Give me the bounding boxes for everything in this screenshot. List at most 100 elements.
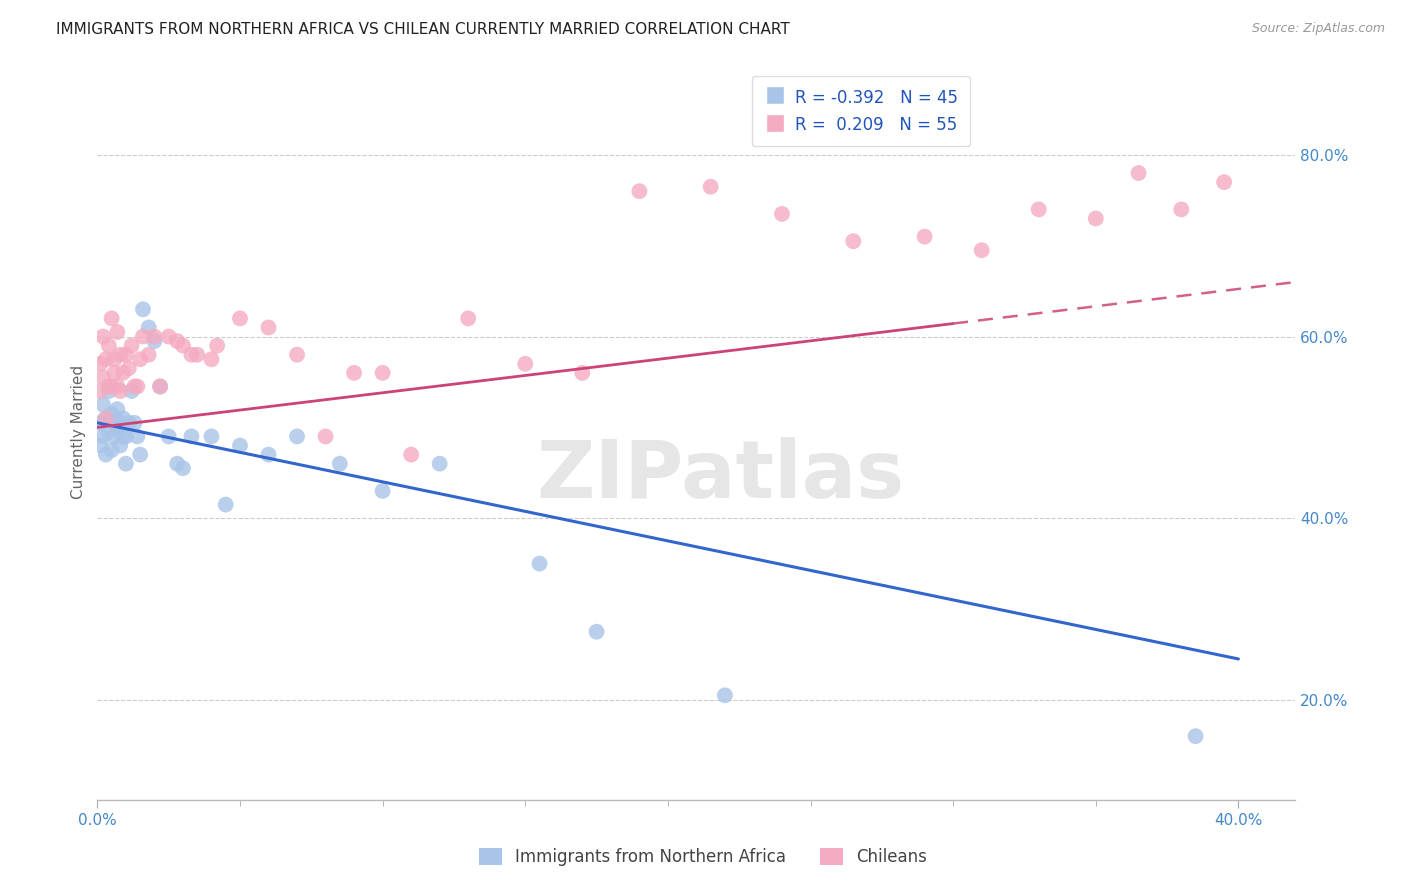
Point: [257, 320, 280, 334]
Point: [1170, 202, 1192, 217]
Point: [129, 448, 152, 462]
Point: [143, 334, 166, 348]
Point: [97, 379, 120, 393]
Point: [343, 366, 366, 380]
Point: [157, 429, 180, 443]
Point: [970, 244, 993, 258]
Point: [138, 348, 160, 362]
Point: [111, 366, 134, 380]
Point: [285, 429, 308, 443]
Point: [1128, 166, 1150, 180]
Text: ZIPatlas: ZIPatlas: [536, 437, 904, 515]
Point: [714, 688, 737, 702]
Point: [103, 429, 125, 443]
Point: [315, 429, 337, 443]
Point: [770, 207, 793, 221]
Point: [399, 448, 422, 462]
Point: [1028, 202, 1050, 217]
Point: [200, 429, 222, 443]
Point: [1084, 211, 1107, 226]
Point: [172, 461, 194, 475]
Point: [138, 320, 160, 334]
Point: [127, 379, 149, 393]
Point: [229, 438, 252, 452]
Point: [97, 338, 120, 352]
Point: [91, 398, 114, 412]
Point: [94, 448, 117, 462]
Point: [515, 357, 537, 371]
Point: [257, 448, 280, 462]
Point: [103, 352, 125, 367]
Point: [108, 384, 131, 398]
Point: [94, 411, 117, 425]
Point: [457, 311, 479, 326]
Point: [89, 416, 111, 430]
Point: [118, 361, 141, 376]
Point: [105, 325, 128, 339]
Point: [157, 329, 180, 343]
Point: [371, 366, 394, 380]
Point: [91, 429, 114, 443]
Point: [124, 379, 146, 393]
Point: [914, 229, 936, 244]
Point: [371, 483, 394, 498]
Point: [108, 348, 131, 362]
Point: [842, 234, 865, 248]
Legend: Immigrants from Northern Africa, Chileans: Immigrants from Northern Africa, Chilean…: [472, 841, 934, 873]
Point: [205, 338, 228, 352]
Point: [115, 429, 138, 443]
Point: [229, 311, 252, 326]
Point: [100, 443, 122, 458]
Point: [149, 379, 172, 393]
Point: [585, 624, 607, 639]
Point: [105, 379, 128, 393]
Point: [166, 334, 188, 348]
Point: [132, 302, 155, 317]
Y-axis label: Currently Married: Currently Married: [72, 365, 86, 499]
Point: [215, 498, 238, 512]
Point: [429, 457, 451, 471]
Text: IMMIGRANTS FROM NORTHERN AFRICA VS CHILEAN CURRENTLY MARRIED CORRELATION CHART: IMMIGRANTS FROM NORTHERN AFRICA VS CHILE…: [56, 22, 790, 37]
Point: [186, 348, 208, 362]
Point: [100, 311, 122, 326]
Point: [1213, 175, 1236, 189]
Point: [166, 457, 188, 471]
Point: [699, 179, 721, 194]
Point: [91, 329, 114, 343]
Point: [108, 416, 131, 430]
Point: [172, 338, 194, 352]
Point: [105, 420, 128, 434]
Point: [111, 429, 134, 443]
Point: [143, 329, 166, 343]
Point: [108, 438, 131, 452]
Point: [121, 338, 143, 352]
Point: [129, 352, 152, 367]
Point: [103, 416, 125, 430]
Point: [529, 557, 551, 571]
Point: [105, 402, 128, 417]
Point: [94, 411, 117, 425]
Point: [115, 457, 138, 471]
Point: [91, 370, 114, 384]
Point: [149, 379, 172, 393]
Point: [124, 416, 146, 430]
Legend: R = -0.392   N = 45, R =  0.209   N = 55: R = -0.392 N = 45, R = 0.209 N = 55: [752, 76, 970, 146]
Point: [571, 366, 593, 380]
Point: [89, 384, 111, 398]
Point: [1184, 729, 1206, 743]
Point: [200, 352, 222, 367]
Point: [100, 407, 122, 421]
Point: [115, 348, 138, 362]
Point: [103, 366, 125, 380]
Point: [89, 357, 111, 371]
Point: [111, 411, 134, 425]
Point: [97, 384, 120, 398]
Point: [132, 329, 155, 343]
Point: [180, 348, 202, 362]
Point: [121, 384, 143, 398]
Point: [100, 379, 122, 393]
Text: Source: ZipAtlas.com: Source: ZipAtlas.com: [1251, 22, 1385, 36]
Point: [180, 429, 202, 443]
Point: [127, 429, 149, 443]
Point: [118, 416, 141, 430]
